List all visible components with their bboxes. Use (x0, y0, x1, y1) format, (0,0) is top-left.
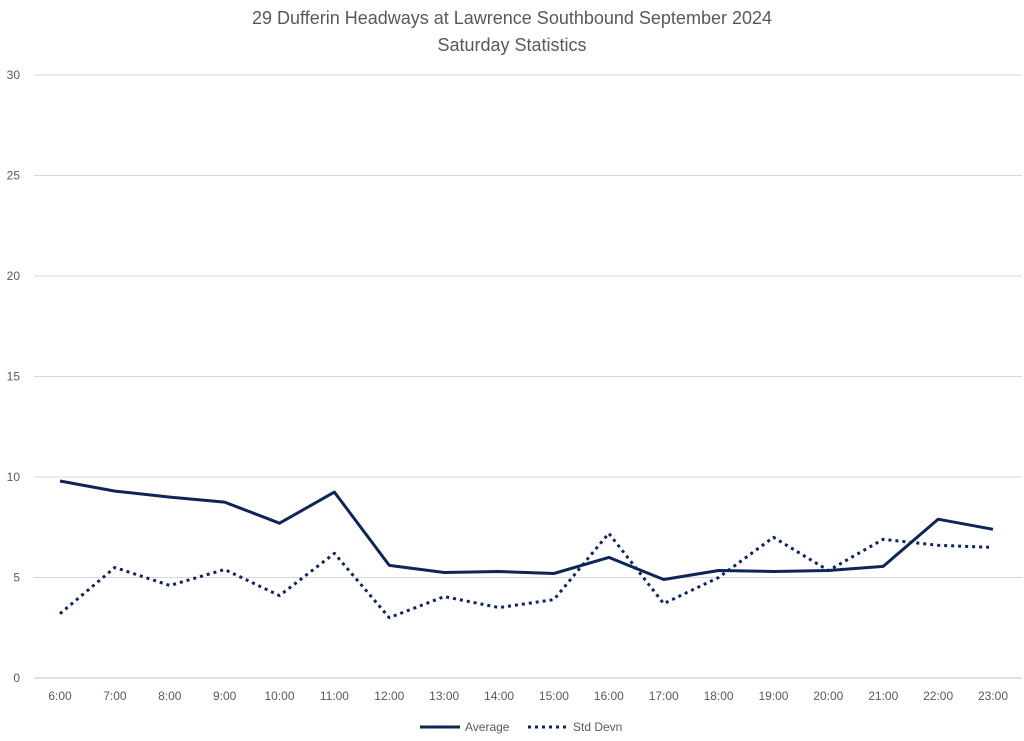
y-tick-label: 5 (13, 571, 20, 585)
y-tick-label: 30 (7, 68, 21, 82)
x-tick-label: 18:00 (704, 689, 734, 703)
x-tick-label: 15:00 (539, 689, 569, 703)
x-tick-label: 10:00 (265, 689, 295, 703)
x-tick-label: 17:00 (649, 689, 679, 703)
legend-label-std-devn: Std Devn (573, 720, 622, 734)
y-tick-label: 0 (13, 671, 20, 685)
series-line-average (59, 479, 994, 581)
x-tick-label: 14:00 (484, 689, 514, 703)
y-tick-label: 15 (7, 370, 21, 384)
x-tick-label: 7:00 (103, 689, 127, 703)
y-tick-label: 25 (7, 169, 21, 183)
legend-label-average: Average (465, 720, 510, 734)
x-tick-label: 23:00 (978, 689, 1008, 703)
x-tick-label: 11:00 (320, 689, 349, 703)
x-tick-label: 16:00 (594, 689, 624, 703)
y-tick-label: 10 (7, 470, 21, 484)
x-tick-label: 8:00 (158, 689, 182, 703)
x-tick-label: 9:00 (213, 689, 237, 703)
chart-title: 29 Dufferin Headways at Lawrence Southbo… (251, 8, 772, 28)
x-tick-label: 20:00 (813, 689, 843, 703)
series-line-std-devn (59, 531, 994, 620)
x-tick-label: 21:00 (868, 689, 898, 703)
x-tick-label: 12:00 (374, 689, 404, 703)
x-tick-label: 6:00 (48, 689, 72, 703)
y-tick-label: 20 (7, 269, 21, 283)
x-tick-label: 22:00 (923, 689, 953, 703)
x-tick-label: 13:00 (429, 689, 459, 703)
x-tick-label: 19:00 (758, 689, 788, 703)
chart-subtitle: Saturday Statistics (437, 35, 587, 55)
